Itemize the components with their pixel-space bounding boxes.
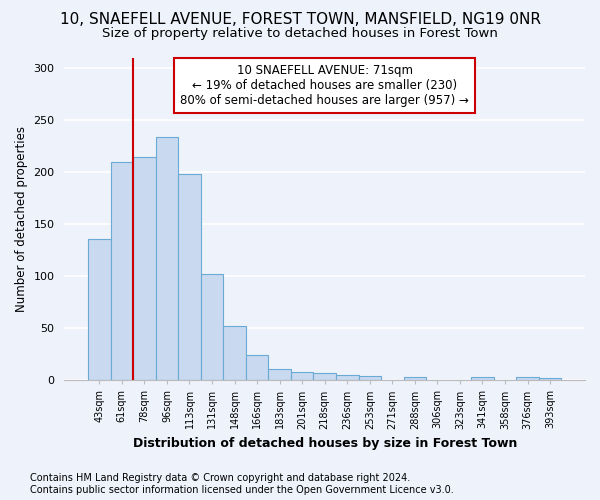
Text: Contains HM Land Registry data © Crown copyright and database right 2024.
Contai: Contains HM Land Registry data © Crown c…: [30, 474, 454, 495]
Bar: [336, 375, 359, 380]
Text: Size of property relative to detached houses in Forest Town: Size of property relative to detached ho…: [102, 28, 498, 40]
X-axis label: Distribution of detached houses by size in Forest Town: Distribution of detached houses by size …: [133, 437, 517, 450]
Bar: [268, 369, 291, 380]
Y-axis label: Number of detached properties: Number of detached properties: [15, 126, 28, 312]
Bar: [223, 326, 246, 380]
Bar: [516, 377, 539, 380]
Bar: [313, 373, 336, 380]
Bar: [178, 174, 201, 380]
Bar: [110, 162, 133, 380]
Bar: [539, 378, 562, 380]
Bar: [133, 158, 155, 380]
Text: 10, SNAEFELL AVENUE, FOREST TOWN, MANSFIELD, NG19 0NR: 10, SNAEFELL AVENUE, FOREST TOWN, MANSFI…: [59, 12, 541, 28]
Text: 10 SNAEFELL AVENUE: 71sqm
← 19% of detached houses are smaller (230)
80% of semi: 10 SNAEFELL AVENUE: 71sqm ← 19% of detac…: [180, 64, 469, 107]
Bar: [201, 274, 223, 380]
Bar: [88, 238, 110, 380]
Bar: [291, 372, 313, 380]
Bar: [404, 377, 426, 380]
Bar: [155, 136, 178, 380]
Bar: [246, 356, 268, 380]
Bar: [471, 377, 494, 380]
Bar: [359, 376, 381, 380]
